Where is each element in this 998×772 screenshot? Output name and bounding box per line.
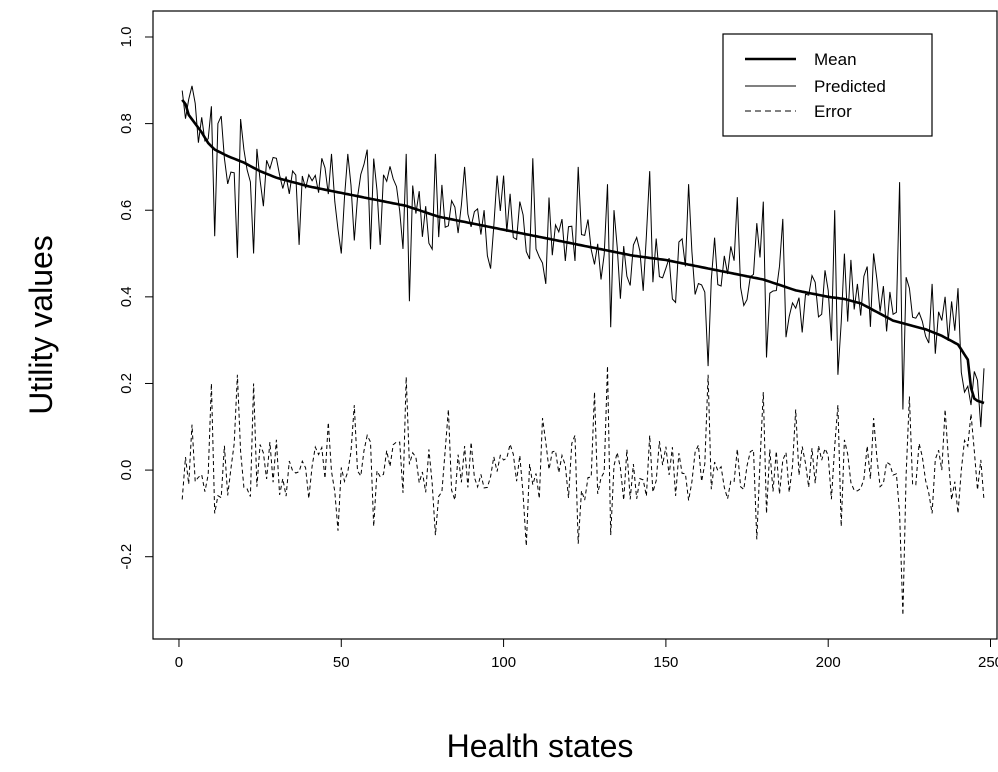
legend-label-error: Error (814, 102, 852, 121)
series-mean-line (181, 99, 985, 405)
legend: Mean Predicted Error (722, 33, 933, 137)
series-error-line (181, 366, 985, 616)
y-axis: -0.2 0.0 0.2 0.4 0.6 0.8 1.0 (118, 27, 153, 570)
x-axis: 0 50 100 150 200 250 (175, 639, 998, 671)
plot-frame (152, 10, 998, 640)
x-tick-label: 250 (978, 654, 998, 671)
x-tick-label: 200 (816, 654, 841, 671)
y-tick-label: 0.6 (118, 200, 135, 221)
legend-label-mean: Mean (814, 50, 857, 69)
x-axis-title: Health states (447, 728, 634, 764)
y-tick-label: 0.0 (118, 460, 135, 481)
legend-box (722, 33, 933, 137)
x-tick-label: 0 (175, 654, 183, 671)
series-layer (181, 85, 985, 616)
y-tick-label: -0.2 (118, 544, 135, 570)
y-tick-label: 1.0 (118, 27, 135, 48)
y-tick-label: 0.2 (118, 373, 135, 394)
legend-label-predicted: Predicted (814, 77, 886, 96)
x-tick-label: 150 (653, 654, 678, 671)
series-predicted-line (181, 85, 985, 428)
x-tick-label: 100 (491, 654, 516, 671)
y-axis-title: Utility values (23, 235, 59, 415)
x-tick-label: 50 (333, 654, 350, 671)
y-tick-label: 0.4 (118, 286, 135, 307)
y-tick-label: 0.8 (118, 113, 135, 134)
